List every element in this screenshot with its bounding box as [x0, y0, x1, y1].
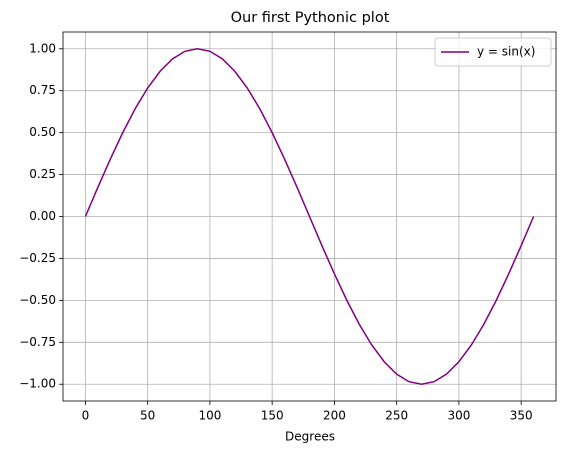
y-tick-label: 0.50: [29, 125, 56, 139]
x-tick-label: 350: [510, 409, 533, 423]
x-tick-label: 300: [447, 409, 470, 423]
y-tick-label: −1.00: [19, 377, 56, 391]
line-series: [84, 48, 535, 385]
y-tick-label: −0.75: [19, 335, 56, 349]
legend-box: [434, 37, 552, 67]
y-tick-label: −0.25: [19, 251, 56, 265]
y-tick-label: 1.00: [29, 41, 56, 55]
axes-frame: [62, 31, 557, 402]
x-axis-label: Degrees: [285, 430, 335, 444]
x-tick-label: 100: [198, 409, 221, 423]
x-tick-label: 50: [140, 409, 155, 423]
chart-title: Our first Pythonic plot: [231, 10, 390, 26]
x-tick-label: 250: [385, 409, 408, 423]
y-tick-label: −0.50: [19, 293, 56, 307]
y-tick-label: 0.75: [29, 83, 56, 97]
legend-label: y = sin(x): [477, 45, 535, 59]
x-tick-label: 150: [261, 409, 284, 423]
y-tick-label: 0.00: [29, 209, 56, 223]
x-tick-label: 200: [323, 409, 346, 423]
x-tick-label: 0: [82, 409, 90, 423]
y-tick-label: 0.25: [29, 167, 56, 181]
